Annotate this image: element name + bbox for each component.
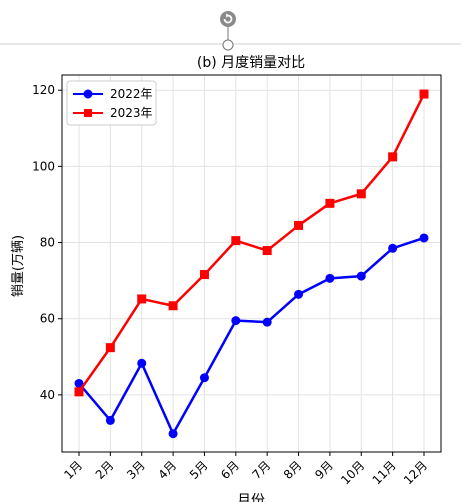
legend-entry-2023: 2023年 [73, 106, 153, 120]
data-point [356, 271, 366, 281]
grid-lines [62, 75, 441, 452]
data-point [105, 415, 115, 425]
x-axis-ticks: 1月 2月 3月 4月 5月 6月 7月 8月 9月 10月 11月 12月 [61, 452, 430, 487]
data-point [356, 189, 366, 199]
data-point [105, 343, 115, 353]
data-point [419, 233, 429, 243]
series-0 [74, 233, 429, 439]
data-point [262, 317, 272, 327]
y-axis-label: 销量(万辆) [11, 235, 26, 297]
data-point [137, 294, 147, 304]
plot-frame [61, 74, 442, 453]
legend-label-2022: 2022年 [110, 87, 153, 101]
x-tick-label: 10月 [338, 458, 367, 487]
legend-label-2023: 2023年 [110, 106, 153, 120]
y-tick-label: 120 [32, 83, 55, 97]
data-point [231, 236, 241, 246]
legend-entry-2022: 2022年 [73, 87, 153, 101]
data-point [199, 373, 209, 383]
series-line [78, 236, 425, 435]
data-point [325, 198, 335, 208]
series-1 [74, 89, 429, 397]
x-tick-label: 5月 [187, 458, 211, 482]
data-point [137, 358, 147, 368]
y-tick-label: 60 [40, 312, 55, 326]
data-point [74, 387, 84, 397]
legend: 2022年 2023年 [66, 80, 157, 126]
data-point [325, 273, 335, 283]
data-point [199, 270, 209, 280]
chart-title: (b) 月度销量对比 [197, 55, 305, 71]
data-point [74, 378, 84, 388]
data-point [262, 246, 272, 256]
x-tick-label: 7月 [250, 458, 274, 482]
data-point [388, 152, 398, 162]
x-axis-label: 月份 [237, 493, 265, 502]
y-tick-label: 100 [32, 159, 55, 173]
data-point [231, 316, 241, 326]
series-line [77, 93, 426, 393]
y-tick-label: 80 [40, 236, 55, 250]
data-point [294, 289, 304, 299]
x-tick-label: 3月 [124, 458, 148, 482]
data-point [419, 89, 429, 99]
x-tick-label: 2月 [93, 458, 117, 482]
legend-marker-2023 [84, 109, 92, 117]
data-point [168, 429, 178, 439]
x-tick-label: 6月 [218, 458, 242, 482]
selection-handle[interactable] [222, 39, 234, 51]
y-tick-label: 40 [40, 388, 55, 402]
series-group [74, 89, 429, 439]
data-point [168, 301, 178, 311]
data-point [294, 220, 304, 230]
x-tick-label: 1月 [61, 458, 85, 482]
x-tick-label: 12月 [401, 458, 430, 487]
y-axis-ticks: 40 60 80 100 120 [32, 83, 62, 402]
rotate-handle-icon[interactable] [220, 11, 236, 27]
x-tick-label: 11月 [370, 458, 399, 487]
x-tick-label: 9月 [312, 458, 336, 482]
x-tick-label: 4月 [155, 458, 179, 482]
x-tick-label: 8月 [281, 458, 305, 482]
data-point [388, 243, 398, 253]
legend-marker-2022 [83, 89, 93, 99]
